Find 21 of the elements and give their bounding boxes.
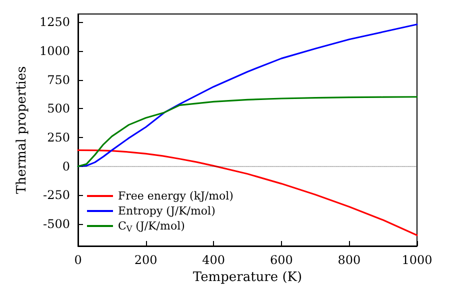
y-tick-label: 0 [62, 159, 70, 174]
y-tick-label: 1250 [39, 15, 70, 30]
y-tick-label: -250 [43, 188, 70, 202]
y-tick-label: 250 [47, 130, 70, 145]
y-tick-label: -500 [43, 217, 70, 232]
x-axis-title: Temperature (K) [192, 270, 302, 285]
line-series [77, 96, 418, 168]
x-tick-label: 400 [202, 253, 226, 267]
y-tick-label: 750 [47, 72, 70, 87]
y-tick-label: 1000 [39, 44, 70, 58]
x-tick-label: 0 [74, 253, 82, 267]
y-tick-label: 500 [47, 102, 70, 116]
line-series [77, 24, 418, 168]
x-tick-label: 600 [270, 253, 293, 267]
x-tick-label: 1000 [402, 253, 432, 267]
legend-label: Entropy (J/K/mol) [118, 204, 216, 218]
legend-label: Free energy (kJ/mol) [118, 190, 234, 202]
x-tick-label: 200 [134, 253, 158, 267]
line-series [77, 149, 418, 236]
y-axis-title: Thermal properties [14, 66, 30, 194]
x-tick-label: 800 [338, 253, 361, 267]
